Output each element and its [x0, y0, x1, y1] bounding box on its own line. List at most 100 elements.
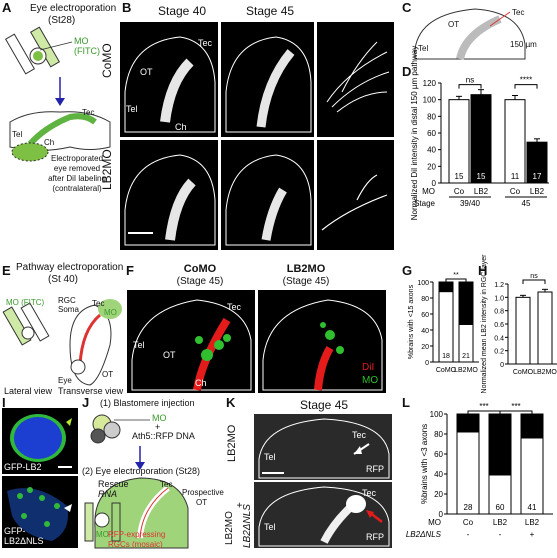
bar	[537, 291, 553, 365]
significance-label: **	[453, 272, 459, 279]
panel-j-rfp2: RGCs (mosaic)	[108, 540, 163, 549]
panel-label-b: B	[122, 0, 132, 15]
panel-f-tec: Tec	[227, 302, 242, 312]
micrograph-b-como-st40: Tec OT Tel Ch	[120, 22, 218, 137]
panel-i-gfp1: GFP-LB2	[4, 462, 42, 472]
panel-c-tel: Tel	[418, 44, 429, 53]
panel-label-c: C	[402, 0, 412, 15]
micrograph-b-lb2mo-zoom	[317, 140, 394, 250]
panel-k-row2c: LB2ΔNLS	[242, 504, 253, 548]
panel-label-j: J	[82, 395, 90, 410]
y-axis-label: Normalized DiI intensity in distal 150 µ…	[410, 46, 419, 220]
panel-e-title-sub: (St 40)	[48, 274, 79, 285]
panel-j-prosp1: Prospective	[182, 488, 224, 497]
micrograph-b-lb2mo-st40	[120, 140, 218, 250]
y-tick-label: 40	[427, 146, 436, 155]
panel-a-title-sub: (St28)	[48, 15, 76, 26]
panel-e-lateral: Lateral view	[4, 386, 53, 396]
panel-j-step1: (1) Blastomere injection	[100, 398, 195, 408]
group-label: 45	[522, 199, 531, 208]
x-tick-label: Co	[454, 187, 465, 196]
y-axis-label: %brains with <3 axons	[420, 424, 429, 504]
panel-b-stage45: Stage 45	[246, 4, 295, 18]
y-tick-label: 1.0	[494, 295, 504, 302]
panel-a-removed-1: Electroporated	[50, 154, 104, 163]
y-tick-label: 20	[434, 490, 443, 499]
y-tick-label: 0	[500, 362, 504, 369]
panel-label-d: D	[402, 64, 412, 79]
significance-bracket	[514, 84, 538, 89]
bar	[448, 99, 470, 184]
panel-b-row1: CoMO	[100, 43, 114, 78]
panel-f-ot: OT	[163, 350, 176, 360]
panel-k-tec: Tec	[352, 430, 367, 440]
chart-h: 0 0.2 0.4 0.6 0.8 1.0 1.2 Normalized mean LB2 i…	[481, 254, 557, 393]
panel-e-title: Pathway electroporation	[16, 262, 124, 273]
bar-segment	[456, 431, 480, 515]
panel-label-h: H	[478, 263, 488, 278]
panel-f-dil: DiI	[362, 362, 375, 373]
group-label: 39/40	[460, 199, 481, 208]
panel-e-mo: MO (FITC)	[6, 298, 45, 307]
panel-a-fitc: (FITC)	[74, 46, 100, 56]
panel-a-title: Eye electroporation	[30, 3, 117, 14]
micrograph-k-lb2mo: Tec Tel RFP	[254, 414, 392, 480]
x-tick-label: Co	[463, 518, 474, 527]
panel-k-rfp2: RFP	[366, 532, 384, 542]
y-tick-label: 20	[427, 162, 436, 171]
panel-f-tel: Tel	[133, 340, 145, 350]
panel-label-l: L	[402, 395, 410, 410]
panel-c-tec: Tec	[512, 8, 525, 17]
panel-k-stage: Stage 45	[300, 398, 349, 412]
y-axis-label: %brains with <15 axons	[408, 284, 415, 359]
n-label: 15	[477, 172, 486, 181]
panel-e-rgc1: RGC	[58, 296, 76, 305]
panel-j-tec: Tec	[160, 480, 173, 489]
significance-bracket	[499, 410, 533, 415]
significance-bracket	[522, 279, 546, 284]
y-tick-label: 100	[423, 96, 437, 105]
significance-label: ns	[466, 76, 474, 85]
panel-j-rescue: Rescue	[98, 479, 129, 489]
x-tick-label: LB2MO	[454, 367, 478, 374]
panel-k-tel2: Tel	[264, 522, 276, 532]
chart-l: 0 20 40 60 80 100%brains with <3 axons 28 60 41 *…	[406, 402, 553, 539]
y-tick-label: 80	[434, 430, 443, 439]
panel-b-tec: Tec	[198, 38, 213, 48]
panel-c-ot: OT	[448, 20, 460, 29]
panel-j-ath: Ath5::RFP DNA	[132, 431, 195, 441]
significance-bracket	[458, 84, 482, 89]
x-tick-label: CoMO	[436, 367, 457, 374]
electrode-icon	[2, 302, 50, 346]
panel-label-f: F	[126, 263, 134, 278]
row-label-stage: Stage	[414, 199, 435, 208]
panel-a-diagram	[4, 26, 111, 162]
n-label: 28	[464, 503, 473, 512]
micrograph-i-gfp-lb2dnls: GFP- LB2ΔNLS	[2, 476, 78, 548]
panel-j-plus: +	[155, 422, 161, 432]
y-tick-label: 80	[421, 296, 429, 303]
y-tick-label: 60	[421, 312, 429, 319]
panel-f-col2: LB2MO	[286, 263, 326, 275]
row-label-mo: MO	[428, 518, 441, 527]
rescue-label: -	[499, 530, 502, 539]
panel-b-row2: LB2MO	[100, 149, 114, 190]
n-label: 15	[455, 172, 464, 181]
bar-segment	[520, 413, 544, 439]
row-label-mo: MO	[422, 187, 435, 196]
micrograph-f-lb2mo: DiI MO	[258, 290, 386, 393]
panel-label-a: A	[2, 0, 12, 15]
panel-e-rgc2: Soma	[58, 305, 79, 314]
rescue-label: +	[530, 530, 535, 539]
panel-j-rfp1: RFP-expressing	[108, 530, 166, 539]
panel-k-tec2: Tec	[362, 488, 377, 498]
panel-b-ch: Ch	[175, 122, 187, 132]
n-label: 11	[511, 172, 520, 181]
y-tick-label: 0.8	[494, 309, 504, 316]
panel-e-transverse: Transverse view	[58, 386, 124, 396]
panel-label-g: G	[402, 263, 413, 278]
electrode-icon	[84, 502, 121, 542]
panel-f-col1s: (Stage 45)	[176, 276, 224, 287]
x-tick-label: CoMO	[513, 369, 534, 376]
y-tick-label: 20	[421, 344, 429, 351]
